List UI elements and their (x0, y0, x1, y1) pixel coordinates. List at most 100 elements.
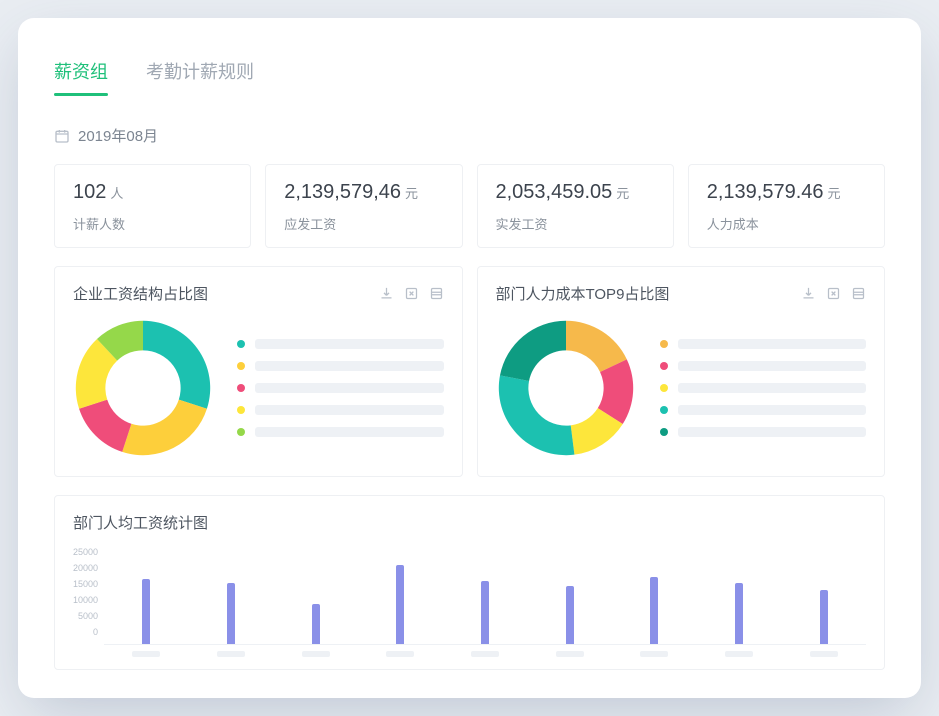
stat-net-pay: 2,053,459.05 元 实发工资 (477, 164, 674, 248)
panel-dept-cost-top9: 部门人力成本TOP9占比图 (477, 266, 886, 477)
x-tick-placeholder (810, 651, 838, 657)
legend-row (237, 427, 444, 437)
bar (312, 604, 320, 644)
panel-actions (379, 286, 444, 301)
y-tick: 20000 (73, 563, 98, 573)
legend-dot (237, 362, 245, 370)
x-axis (104, 651, 866, 657)
bar (566, 586, 574, 644)
legend-dot (237, 406, 245, 414)
legend-dot (660, 428, 668, 436)
legend-placeholder (678, 405, 867, 415)
legend-placeholder (678, 361, 867, 371)
legend-row (660, 339, 867, 349)
legend-row (660, 427, 867, 437)
stats-row: 102 人 计薪人数 2,139,579,46 元 应发工资 2,053,459… (54, 164, 885, 248)
x-tick-placeholder (217, 651, 245, 657)
panel-salary-structure: 企业工资结构占比图 (54, 266, 463, 477)
calendar-icon (54, 128, 70, 144)
bar (227, 583, 235, 644)
download-icon[interactable] (379, 286, 394, 301)
panel-title: 企业工资结构占比图 (73, 283, 208, 304)
x-tick-placeholder (471, 651, 499, 657)
legend-placeholder (678, 383, 867, 393)
legend-placeholder (678, 339, 867, 349)
legend-row (660, 361, 867, 371)
donut-panels: 企业工资结构占比图 部门人力成本TOP9占比图 (54, 266, 885, 477)
tab-attendance-rules[interactable]: 考勤计薪规则 (146, 58, 254, 96)
legend-row (660, 383, 867, 393)
legend-row (237, 405, 444, 415)
donut-chart (496, 318, 636, 458)
y-tick: 5000 (78, 611, 98, 621)
legend (660, 339, 867, 437)
donut-slice (143, 321, 210, 409)
x-tick-placeholder (640, 651, 668, 657)
legend-dot (237, 340, 245, 348)
stat-label: 人力成本 (707, 214, 866, 233)
stat-unit: 元 (616, 183, 629, 202)
legend-row (237, 361, 444, 371)
stat-gross-pay: 2,139,579,46 元 应发工资 (265, 164, 462, 248)
tab-label: 考勤计薪规则 (146, 62, 254, 82)
x-tick-placeholder (302, 651, 330, 657)
legend-dot (660, 406, 668, 414)
legend-dot (660, 340, 668, 348)
legend-dot (237, 384, 245, 392)
legend-row (237, 383, 444, 393)
legend-row (237, 339, 444, 349)
legend-dot (660, 384, 668, 392)
donut-slice (79, 400, 131, 452)
x-tick-placeholder (132, 651, 160, 657)
y-tick: 15000 (73, 579, 98, 589)
list-view-icon[interactable] (429, 286, 444, 301)
bar (142, 579, 150, 644)
legend-placeholder (255, 383, 444, 393)
x-tick-placeholder (725, 651, 753, 657)
legend-row (660, 405, 867, 415)
y-tick: 0 (93, 627, 98, 637)
legend-dot (660, 362, 668, 370)
x-tick-placeholder (556, 651, 584, 657)
stat-hr-cost: 2,139,579.46 元 人力成本 (688, 164, 885, 248)
export-excel-icon[interactable] (826, 286, 841, 301)
export-excel-icon[interactable] (404, 286, 419, 301)
tab-salary-group[interactable]: 薪资组 (54, 58, 108, 96)
legend-dot (237, 428, 245, 436)
legend-placeholder (255, 361, 444, 371)
date-selector[interactable]: 2019年08月 (54, 125, 885, 146)
stat-value: 2,139,579.46 (707, 181, 824, 204)
donut-slice (122, 400, 207, 456)
stat-label: 实发工资 (496, 214, 655, 233)
bar (396, 565, 404, 644)
stat-label: 应发工资 (284, 214, 443, 233)
stat-unit: 人 (110, 183, 123, 202)
stat-label: 计薪人数 (73, 214, 232, 233)
x-tick-placeholder (386, 651, 414, 657)
y-tick: 10000 (73, 595, 98, 605)
legend-placeholder (255, 427, 444, 437)
bar-series (104, 547, 866, 645)
download-icon[interactable] (801, 286, 816, 301)
legend (237, 339, 444, 437)
date-text: 2019年08月 (78, 125, 158, 146)
list-view-icon[interactable] (851, 286, 866, 301)
stat-value: 2,139,579,46 (284, 181, 401, 204)
panel-actions (801, 286, 866, 301)
y-axis: 2500020000150001000050000 (73, 547, 104, 637)
bar (735, 583, 743, 644)
bar (650, 577, 658, 644)
stat-value: 2,053,459.05 (496, 181, 613, 204)
stat-unit: 元 (405, 183, 418, 202)
bar (481, 581, 489, 644)
panel-avg-salary-by-dept: 部门人均工资统计图 2500020000150001000050000 (54, 495, 885, 670)
stat-headcount: 102 人 计薪人数 (54, 164, 251, 248)
legend-placeholder (678, 427, 867, 437)
tab-bar: 薪资组 考勤计薪规则 (54, 58, 885, 97)
tab-label: 薪资组 (54, 62, 108, 82)
stat-unit: 元 (828, 183, 841, 202)
legend-placeholder (255, 405, 444, 415)
legend-placeholder (255, 339, 444, 349)
panel-title: 部门人力成本TOP9占比图 (496, 283, 670, 304)
panel-title: 部门人均工资统计图 (73, 512, 866, 533)
